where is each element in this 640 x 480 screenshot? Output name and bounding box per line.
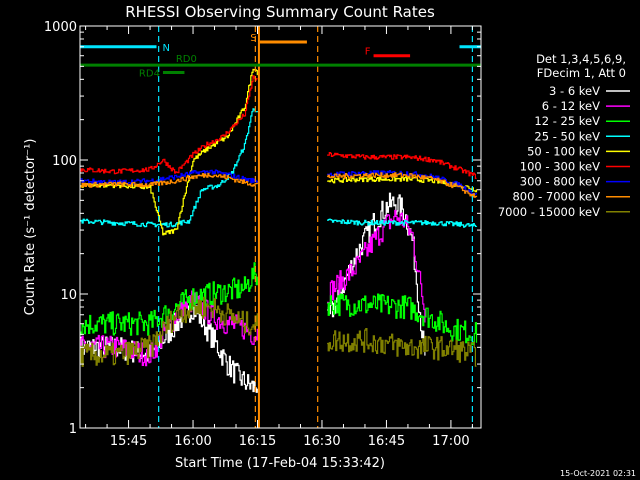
x-tick-label-5: 16:45 [368, 434, 405, 449]
y-tick-label-4: 1000 [44, 20, 77, 35]
series-line-8-part-1 [80, 172, 258, 188]
legend-label-7: 300 - 800 keV [520, 175, 600, 189]
flag-label-n: N [163, 43, 170, 54]
legend-label-5: 50 - 100 keV [527, 144, 600, 158]
axes: 1 10 100 1000 15:45 16:00 16:15 16:30 16:45 17:00 [44, 20, 481, 449]
x-tick-label-4: 16:30 [303, 434, 340, 449]
flag-label-f: F [365, 47, 371, 58]
flag-label-rd0: RD0 [176, 54, 197, 65]
series-line-4-part-2 [327, 218, 478, 228]
x-tick-label-2: 16:00 [174, 434, 211, 449]
flag-label-s: S [250, 33, 256, 44]
legend-label-8: 800 - 7000 keV [512, 190, 600, 204]
series-line-2-part-2 [327, 209, 426, 323]
legend-header-2: FDecim 1, Att 0 [537, 66, 626, 80]
series-line-7-part-1 [80, 169, 258, 185]
series-line-6-part-2 [327, 152, 477, 179]
series-line-6-part-1 [80, 75, 258, 175]
legend-label-3: 12 - 25 keV [534, 114, 600, 128]
series-line-3-part-1 [80, 262, 258, 336]
legend-label-2: 6 - 12 keV [542, 99, 600, 113]
legend-header-1: Det 1,3,4,5,6,9, [536, 52, 626, 66]
series-line-8-part-2 [327, 172, 478, 198]
x-axis-label: Start Time (17-Feb-04 15:33:42) [175, 456, 385, 471]
legend-label-4: 25 - 50 keV [534, 129, 600, 143]
chart-title: RHESSI Observing Summary Count Rates [125, 3, 435, 21]
series-line-9-part-2 [327, 328, 477, 367]
legend-label-6: 100 - 300 keV [520, 160, 600, 174]
y-tick-label-2: 10 [60, 288, 77, 303]
flag-label-rd4: RD4 [139, 68, 160, 79]
series-line-5-part-1 [80, 68, 258, 236]
footer-timestamp: 15-Oct-2021 02:31 [560, 469, 636, 478]
legend: Det 1,3,4,5,6,9,FDecim 1, Att 0 3 - 6 keV… [498, 52, 630, 219]
series-line-9-part-1 [80, 295, 258, 367]
series-line-4-part-1 [80, 108, 258, 228]
y-tick-label-1: 1 [69, 422, 77, 437]
legend-label-1: 3 - 6 keV [549, 84, 600, 98]
x-tick-label-6: 17:00 [432, 434, 469, 449]
plot-frame [79, 25, 482, 429]
x-tick-label-1: 15:45 [110, 434, 147, 449]
y-axis-label: Count Rate (s⁻¹ detector⁻¹) [23, 139, 38, 316]
y-tick-label-3: 100 [52, 154, 77, 169]
legend-label-9: 7000 - 15000 keV [498, 205, 600, 219]
plot-area: N S F RD0 RD4 [80, 26, 481, 428]
x-tick-label-3: 16:15 [239, 434, 276, 449]
